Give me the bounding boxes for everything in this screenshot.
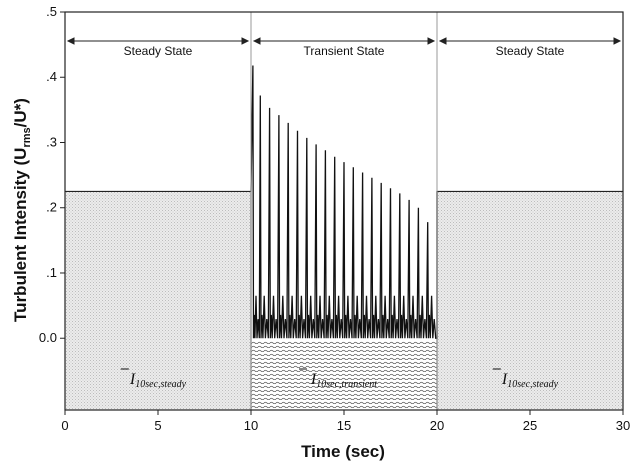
arrow-head-left [66,37,75,45]
x-tick-label: 25 [523,418,537,433]
arrow-head-right [241,37,250,45]
x-tick-label: 30 [616,418,630,433]
region-label: Transient State [304,44,385,58]
arrow-head-left [252,37,261,45]
x-tick-label: 15 [337,418,351,433]
steady-state-area-right [437,191,623,410]
formula-label: I10sec,transient [310,371,377,390]
x-tick-label: 20 [430,418,444,433]
transient-state-band [251,341,437,410]
y-axis-ticks: 0.0 .1 .2 .3 .4 .5 [39,4,65,345]
arrow-head-right [427,37,436,45]
steady-state-area-left [65,191,251,410]
formula-base: I [129,371,136,388]
y-axis-title-subscript: rms [21,127,33,147]
formula-label: I10sec,steady [501,371,559,390]
x-axis-title: Time (sec) [301,442,385,461]
formula-subscript: 10sec,steady [135,379,186,390]
arrow-head-right [613,37,622,45]
y-axis-title-tail: /U*) [11,98,30,127]
y-tick-label: 0.0 [39,330,57,345]
y-tick-label: .1 [46,265,57,280]
x-tick-label: 10 [244,418,258,433]
x-tick-label: 5 [154,418,161,433]
y-tick-label: .3 [46,134,57,149]
y-axis-title: Turbulent Intensity (Urms/U*) [11,98,33,322]
formula-subscript: 10sec,transient [316,379,377,390]
region-labels: Steady State Transient State Steady State [124,44,565,58]
formula-base: I [310,371,317,388]
region-label: Steady State [124,44,193,58]
y-tick-label: .2 [46,200,57,215]
formula-base: I [501,371,508,388]
region-label: Steady State [496,44,565,58]
formula-label: I10sec,steady [129,371,187,390]
y-tick-label: .4 [46,69,57,84]
y-tick-label: .5 [46,4,57,19]
formula-subscript: 10sec,steady [507,379,558,390]
transient-series-line [250,65,438,339]
x-tick-label: 0 [61,418,68,433]
region-arrows [66,37,622,45]
x-axis-ticks: 0 5 10 15 20 25 30 [61,410,630,433]
arrow-head-left [438,37,447,45]
y-axis-title-main: Turbulent Intensity (U [11,148,30,322]
formula-labels: I10sec,steady I10sec,transient I10sec,stea… [120,368,559,390]
